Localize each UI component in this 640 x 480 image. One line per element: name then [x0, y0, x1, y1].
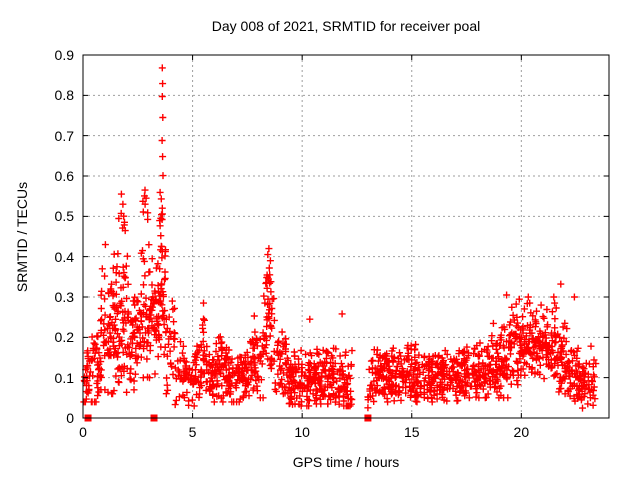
y-tick-label-0.4: 0.4: [54, 248, 74, 265]
y-tick-label-0.6: 0.6: [54, 168, 74, 184]
x-tick-label-5: 5: [188, 424, 197, 440]
x-tick-label-10: 10: [294, 424, 310, 440]
y-tick-label-0.2: 0.2: [54, 329, 74, 346]
chart-title: Day 008 of 2021, SRMTID for receiver poa…: [211, 18, 481, 34]
y-tick-label-0.3: 0.3: [54, 289, 74, 305]
y-tick-label-0.8: 0.8: [54, 87, 74, 104]
y-tick-label-0.7: 0.7: [54, 127, 74, 144]
grid-lines: [83, 55, 609, 418]
x-tick-label-0: 0: [79, 424, 87, 440]
y-tick-label-0.9: 0.9: [54, 47, 74, 63]
x-tick-label-20: 20: [513, 424, 530, 440]
y-tick-label-0: 0: [66, 410, 74, 426]
x-tick-label-15: 15: [403, 424, 420, 440]
scatter-points: [80, 64, 600, 412]
y-axis-label: SRMTID / TECUs: [14, 181, 30, 293]
plot-border: [82, 54, 610, 419]
x-axis-label: GPS time / hours: [292, 454, 400, 470]
y-tick-label-0.1: 0.1: [54, 369, 74, 386]
y-tick-label-0.5: 0.5: [54, 208, 74, 225]
axis-ticks: [82, 54, 609, 419]
